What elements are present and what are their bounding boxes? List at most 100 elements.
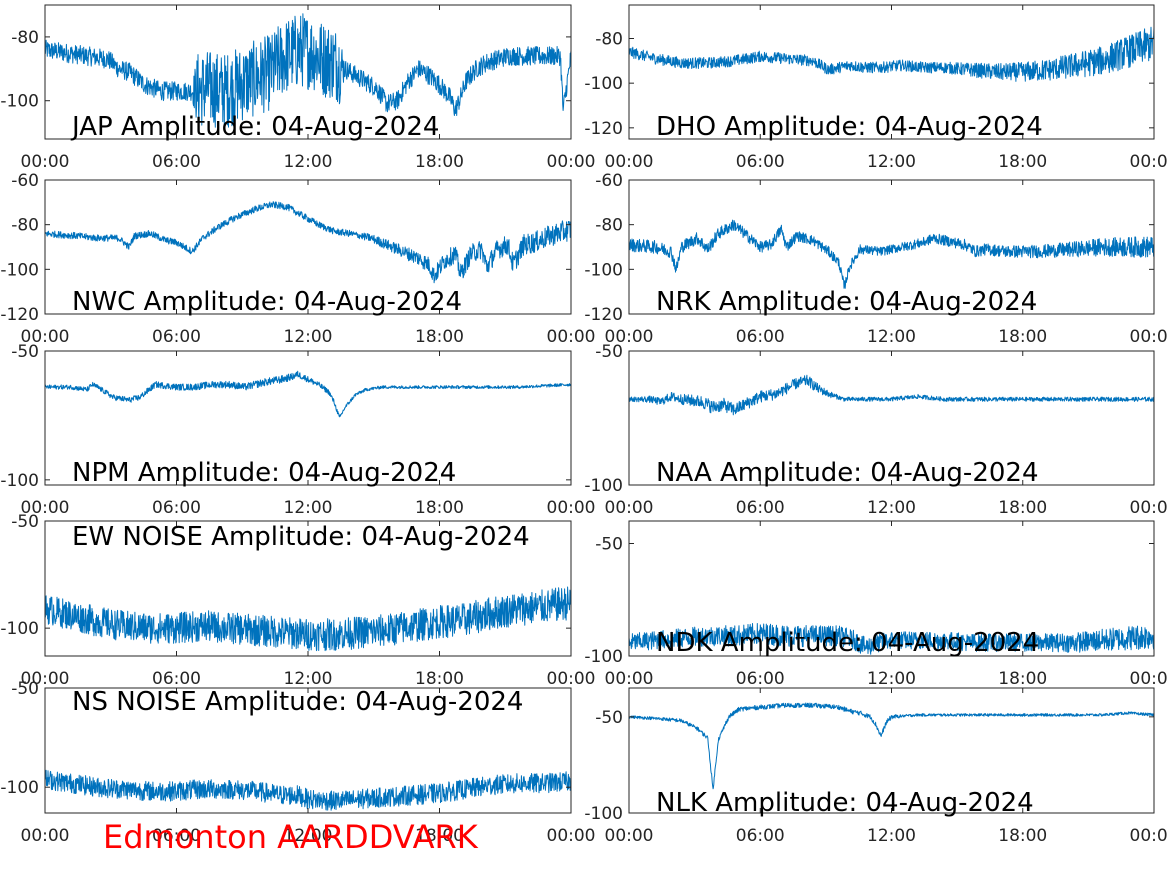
panel-title: NDK Amplitude: 04-Aug-2024	[656, 628, 1039, 658]
amplitude-panel-6: 00:00 06:00 12:00 18:00 00:00 -50 -100 EW NOISE…	[0, 512, 595, 689]
x-tick-label: 00:00	[21, 327, 70, 347]
amplitude-panel-4: 00:00 06:00 12:00 18:00 00:00 -50 -100 NPM Ampl…	[0, 342, 595, 518]
x-tick-label: 06:00	[736, 826, 785, 846]
x-tick-label: 12:00	[867, 498, 916, 518]
y-tick-label: -120	[584, 305, 623, 325]
y-tick-label: -100	[584, 260, 623, 280]
y-tick-label: -80	[11, 216, 39, 236]
y-tick-label: -50	[11, 342, 39, 362]
panel-title: NLK Amplitude: 04-Aug-2024	[656, 788, 1034, 818]
amplitude-panel-5: 00:00 06:00 12:00 18:00 00:00 -50 -100 NAA Ampl…	[584, 342, 1167, 518]
y-tick-label: -50	[11, 679, 39, 699]
x-tick-label: 00:00	[1130, 152, 1167, 172]
plot-area	[629, 688, 1154, 813]
amplitude-panel-7: 00:00 06:00 12:00 18:00 00:00 -50 -100 NDK Ampl…	[584, 520, 1167, 689]
station-label: Edmonton AARDDVARK	[103, 818, 478, 856]
y-tick-label: -100	[0, 471, 39, 491]
plot-area	[629, 5, 1154, 139]
y-tick-label: -100	[0, 260, 39, 280]
x-tick-label: 00:00	[21, 826, 70, 846]
amplitude-trace	[629, 623, 1154, 655]
y-tick-label: -100	[584, 74, 623, 94]
y-tick-label: -100	[0, 778, 39, 798]
x-tick-label: 18:00	[998, 152, 1047, 172]
y-tick-label: -80	[595, 216, 623, 236]
amplitude-panel-9: 00:00 06:00 12:00 18:00 00:00 -50 -100 NLK Ampl…	[584, 687, 1167, 846]
x-tick-label: 00:00	[21, 498, 70, 518]
x-tick-label: 00:00	[547, 327, 596, 347]
x-tick-label: 18:00	[998, 669, 1047, 689]
x-tick-label: 12:00	[284, 498, 333, 518]
x-tick-label: 00:00	[605, 498, 654, 518]
x-tick-label: 00:00	[605, 152, 654, 172]
x-tick-label: 00:00	[605, 327, 654, 347]
panel-title: NAA Amplitude: 04-Aug-2024	[656, 458, 1038, 488]
y-tick-label: -100	[0, 92, 39, 112]
x-tick-label: 00:00	[547, 826, 596, 846]
panel-title: EW NOISE Amplitude: 04-Aug-2024	[72, 522, 530, 552]
x-tick-label: 12:00	[867, 826, 916, 846]
amplitude-panel-0: 00:00 06:00 12:00 18:00 00:00 -80 -100 JAP Ampl…	[0, 4, 596, 172]
amplitude-trace	[45, 769, 571, 811]
x-tick-label: 12:00	[867, 152, 916, 172]
x-tick-label: 00:00	[1130, 826, 1167, 846]
y-tick-label: -50	[595, 535, 623, 555]
x-tick-label: 00:00	[605, 669, 654, 689]
x-tick-label: 06:00	[736, 498, 785, 518]
plot-area	[45, 351, 571, 485]
x-tick-label: 12:00	[867, 327, 916, 347]
y-tick-label: -50	[595, 708, 623, 728]
plot-area	[629, 351, 1154, 485]
x-tick-label: 18:00	[415, 669, 464, 689]
x-tick-label: 06:00	[152, 826, 201, 846]
x-tick-label: 06:00	[736, 152, 785, 172]
y-tick-label: -80	[595, 30, 623, 50]
x-tick-label: 18:00	[998, 826, 1047, 846]
x-tick-label: 18:00	[998, 327, 1047, 347]
amplitude-trace	[45, 13, 571, 128]
amplitude-panel-2: 00:00 06:00 12:00 18:00 00:00 -60 -80 -100 -120 N…	[0, 171, 595, 347]
x-tick-label: 00:00	[605, 826, 654, 846]
y-tick-label: -50	[595, 342, 623, 362]
y-tick-label: -100	[584, 647, 623, 667]
panel-title: NWC Amplitude: 04-Aug-2024	[72, 287, 462, 317]
y-tick-label: -80	[11, 28, 39, 48]
x-tick-label: 06:00	[736, 669, 785, 689]
y-tick-label: -100	[584, 804, 623, 824]
x-tick-label: 18:00	[415, 152, 464, 172]
y-tick-label: -100	[584, 476, 623, 496]
x-tick-label: 06:00	[152, 498, 201, 518]
y-tick-label: -60	[595, 171, 623, 191]
x-tick-label: 06:00	[152, 327, 201, 347]
amplitude-trace	[45, 201, 571, 284]
amplitude-trace	[629, 702, 1154, 790]
x-tick-label: 12:00	[284, 327, 333, 347]
y-tick-label: -120	[584, 119, 623, 139]
x-tick-label: 00:00	[21, 152, 70, 172]
x-tick-label: 00:00	[547, 152, 596, 172]
x-tick-label: 06:00	[736, 327, 785, 347]
amplitude-trace	[629, 374, 1154, 416]
x-tick-label: 06:00	[152, 152, 201, 172]
x-tick-label: 12:00	[284, 152, 333, 172]
amplitude-panel-8: 00:00 06:00 12:00 18:00 00:00 -50 -100 NS NOISE…	[0, 679, 595, 846]
plot-area	[45, 180, 571, 314]
x-tick-label: 00:00	[547, 669, 596, 689]
panel-title: DHO Amplitude: 04-Aug-2024	[656, 112, 1043, 142]
amplitude-trace	[45, 370, 571, 418]
x-tick-label: 00:00	[547, 498, 596, 518]
x-tick-label: 06:00	[152, 669, 201, 689]
x-tick-label: 00:00	[1130, 498, 1167, 518]
x-tick-label: 12:00	[284, 669, 333, 689]
y-tick-label: -100	[0, 619, 39, 639]
panel-title: NRK Amplitude: 04-Aug-2024	[656, 287, 1037, 317]
y-tick-label: -60	[11, 171, 39, 191]
amplitude-panel-3: 00:00 06:00 12:00 18:00 00:00 -60 -80 -100 -120 N…	[584, 171, 1167, 347]
panel-title: NS NOISE Amplitude: 04-Aug-2024	[72, 687, 523, 717]
amplitude-panel-1: 00:00 06:00 12:00 18:00 00:00 -80 -100 -120 DHO …	[584, 4, 1167, 172]
x-tick-label: 18:00	[415, 327, 464, 347]
y-tick-label: -120	[0, 305, 39, 325]
x-tick-label: 12:00	[867, 669, 916, 689]
amplitude-trace	[629, 219, 1154, 289]
